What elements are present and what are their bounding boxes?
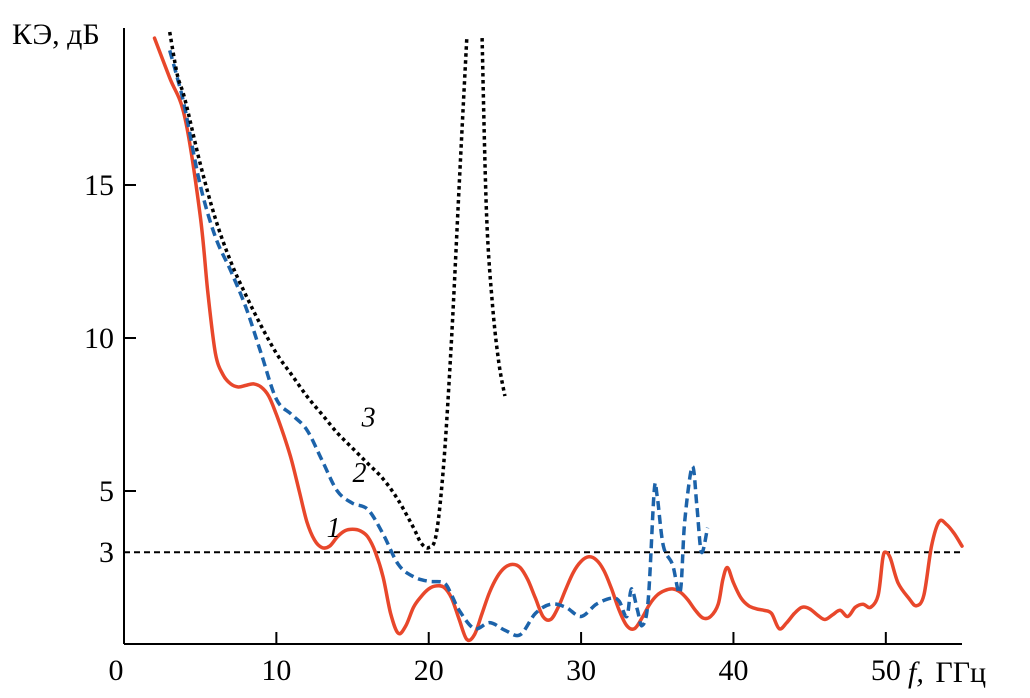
x-axis-label: f, ГГц — [908, 656, 986, 689]
x-axis-variable: f, — [908, 656, 924, 689]
series-1-line — [152, 36, 964, 643]
series-2-line — [168, 49, 710, 638]
x-tick-label: 40 — [718, 654, 748, 687]
curve-label-3: 3 — [361, 403, 376, 434]
y-tick-label: 5 — [99, 475, 114, 508]
y-tick-label: 15 — [84, 169, 114, 202]
series-extra-3-line — [480, 38, 507, 397]
x-tick-label: 10 — [261, 654, 291, 687]
y-ticks: 3 5 10 15 — [84, 169, 136, 569]
y-axis-label: КЭ, дБ — [12, 18, 100, 51]
x-ticks: 0 10 20 30 40 50 — [109, 632, 901, 687]
y-tick-label: 3 — [99, 536, 114, 569]
plot-lines — [124, 31, 964, 643]
x-tick-label: 50 — [871, 654, 901, 687]
x-tick-label: 20 — [414, 654, 444, 687]
y-tick-label: 10 — [84, 322, 114, 355]
x-tick-label: 0 — [109, 654, 124, 687]
curve-labels: 12 3 — [327, 403, 376, 544]
curve-label-2: 2 — [353, 458, 367, 489]
series-3-line — [167, 31, 469, 550]
x-tick-label: 30 — [566, 654, 596, 687]
x-axis-unit: ГГц — [935, 656, 986, 689]
curve-label-1: 1 — [327, 513, 341, 544]
